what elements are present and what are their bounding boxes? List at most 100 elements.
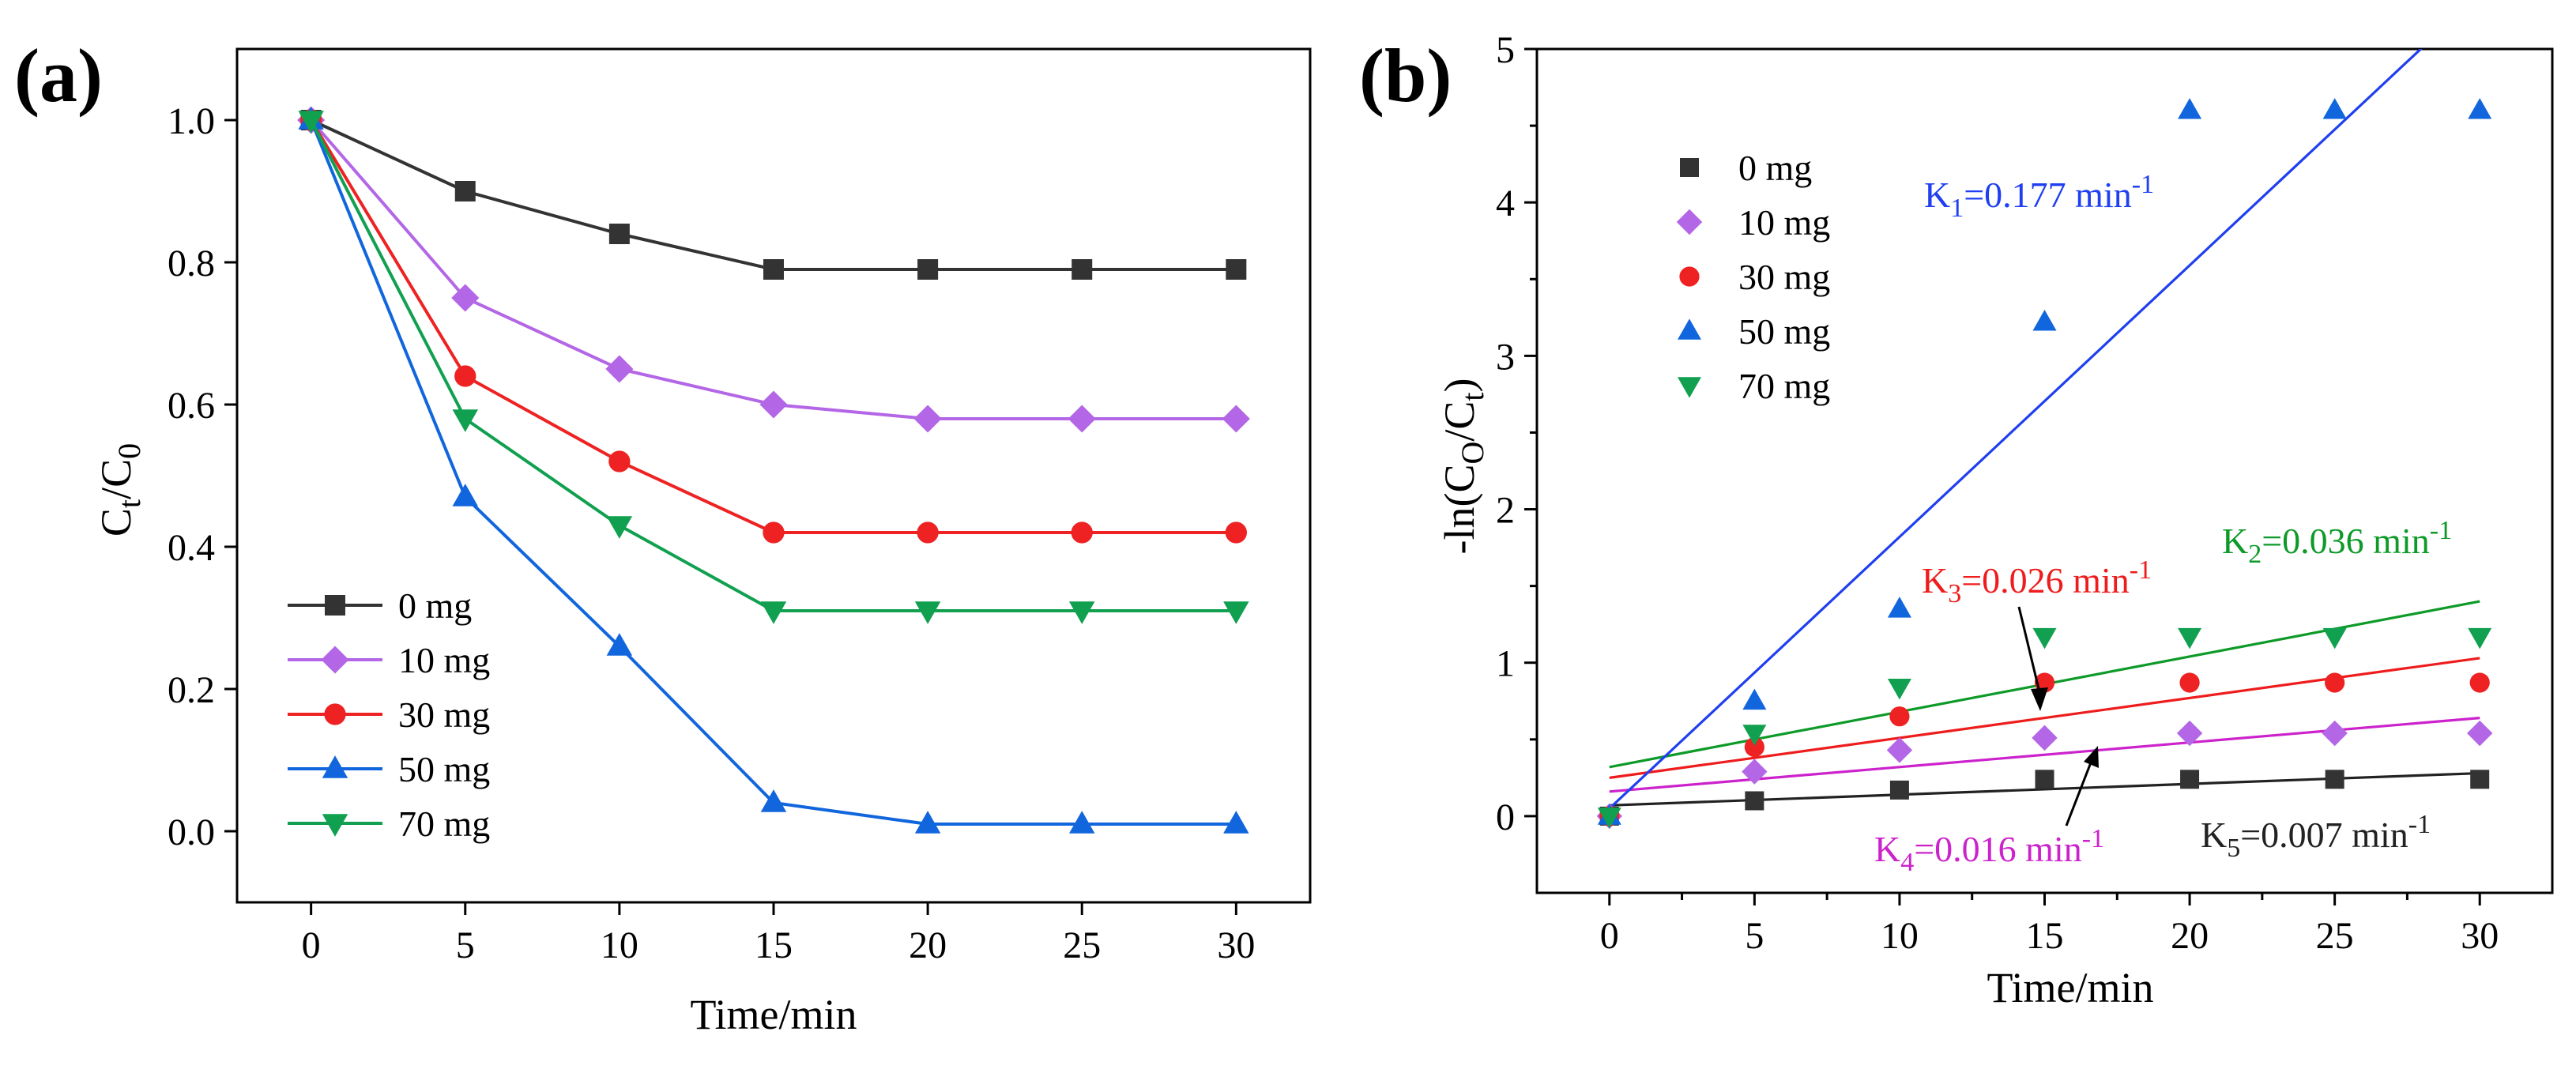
series-line-0-mg	[310, 119, 1237, 271]
legend-marker-70-mg	[322, 814, 348, 837]
series-line-30-mg	[309, 119, 1237, 534]
legend-marker-10-mg	[321, 646, 349, 674]
y-tick-label: 0	[1496, 796, 1515, 838]
data-point-50-mg	[760, 789, 787, 812]
data-point-70-mg	[1742, 725, 1767, 746]
data-point-30-mg	[2034, 672, 2055, 693]
x-tick-label: 20	[2171, 915, 2209, 957]
data-point-50-mg	[452, 484, 479, 506]
data-point-50-mg	[2468, 98, 2492, 119]
legend-marker-30-mg	[324, 703, 346, 725]
data-point-70-mg	[2178, 627, 2202, 649]
data-point-30-mg	[763, 521, 785, 544]
x-tick-label: 30	[2461, 915, 2499, 957]
x-tick-label: 20	[909, 924, 947, 966]
data-point-10-mg	[605, 355, 634, 383]
x-tick-label: 30	[1217, 924, 1255, 966]
data-point-10-mg	[2176, 720, 2203, 747]
legend-label-70-mg: 70 mg	[398, 804, 490, 844]
data-point-30-mg	[1071, 521, 1093, 544]
legend-marker-10-mg	[1676, 209, 1703, 235]
data-point-70-mg	[2468, 627, 2492, 649]
data-point-30-mg	[2179, 672, 2200, 693]
legend-label-30-mg: 30 mg	[1738, 257, 1830, 297]
x-tick-label: 10	[601, 924, 638, 966]
panel-b-y-title-close: )	[1436, 378, 1483, 392]
data-point-0-mg	[1071, 259, 1093, 280]
legend-label-10-mg: 10 mg	[1738, 202, 1830, 243]
data-point-30-mg	[2469, 672, 2490, 693]
k3-annotation: K3=0.026 min-1	[1922, 555, 2152, 608]
k2-annotation: K2=0.036 min-1	[2222, 516, 2452, 569]
legend-marker-30-mg	[1679, 266, 1700, 287]
data-point-0-mg	[2035, 770, 2054, 789]
panel-b-legend: 0 mg 10 mg 30 mg 50 mg 70 mg	[1676, 148, 1830, 406]
data-point-70-mg	[1887, 678, 1911, 700]
legend-label-0-mg: 0 mg	[398, 585, 472, 626]
data-point-30-mg	[454, 365, 476, 387]
panel-a-axes: 0 5 10 15 20 25 30 0.0 0.2 0.4 0.6 0.8 1.0	[168, 100, 1255, 966]
data-point-70-mg	[298, 111, 324, 134]
y-tick-label: 0.2	[168, 669, 215, 711]
data-point-10-mg	[2032, 725, 2058, 751]
y-tick-label: 0.0	[168, 811, 215, 853]
data-point-0-mg	[1889, 780, 1909, 800]
x-tick-label: 0	[302, 924, 321, 966]
panel-a-label: (a)	[14, 33, 103, 118]
legend-marker-50-mg	[1678, 318, 1701, 340]
data-point-50-mg	[1068, 811, 1095, 834]
k4-annotation: K4=0.016 min-1	[1874, 824, 2104, 877]
panel-a-x-axis-title: Time/min	[690, 991, 857, 1038]
x-tick-label: 0	[1600, 915, 1619, 957]
data-point-50-mg	[1223, 811, 1249, 834]
k4-arrow	[2065, 746, 2099, 826]
data-point-50-mg	[2322, 98, 2347, 119]
data-point-10-mg	[451, 284, 480, 312]
x-tick-label: 25	[1063, 924, 1101, 966]
x-tick-label: 15	[2026, 915, 2064, 957]
legend-marker-70-mg	[1678, 377, 1701, 398]
data-point-50-mg	[914, 811, 941, 834]
y-tick-label: 3	[1496, 336, 1515, 378]
y-tick-label: 5	[1496, 29, 1515, 71]
y-tick-label: 2	[1496, 490, 1515, 532]
data-point-30-mg	[1225, 521, 1247, 544]
panel-b-y-title-sub1: O	[1455, 442, 1490, 465]
legend-label-10-mg: 10 mg	[398, 640, 490, 680]
panel-a: (a) 0 5 10 15 20 25 30 0.0 0.2 0.4 0.6 0.8 1.0 Time/…	[14, 33, 1312, 1038]
data-point-0-mg	[1226, 259, 1247, 280]
y-tick-label: 0.4	[168, 527, 215, 569]
data-point-30-mg	[1889, 706, 1910, 727]
y-tick-label: 1.0	[168, 100, 215, 142]
data-point-50-mg	[1742, 688, 1767, 710]
y-tick-label: 4	[1496, 183, 1515, 224]
legend-marker-0-mg	[1680, 158, 1699, 177]
data-point-70-mg	[2032, 627, 2057, 649]
k5-annotation: K5=0.007 min-1	[2201, 810, 2431, 863]
data-point-0-mg	[2470, 770, 2490, 789]
legend-label-70-mg: 70 mg	[1738, 366, 1830, 406]
y-tick-label: 0.6	[168, 385, 215, 427]
panel-b-y-title-slash: /C	[1436, 401, 1483, 442]
data-point-30-mg	[917, 521, 939, 544]
legend-label-50-mg: 50 mg	[1738, 311, 1830, 352]
data-point-10-mg	[2467, 720, 2493, 747]
panel-b-label: (b)	[1359, 33, 1452, 118]
legend-label-30-mg: 30 mg	[398, 695, 490, 735]
k3-arrow	[2017, 606, 2048, 711]
panel-b-y-title-sub2: t	[1455, 392, 1490, 401]
data-point-0-mg	[608, 224, 630, 244]
data-point-10-mg	[759, 390, 788, 419]
data-point-70-mg	[1068, 601, 1095, 624]
data-point-0-mg	[1745, 791, 1764, 811]
data-point-10-mg	[1068, 405, 1096, 433]
panel-a-legend: 0 mg 10 mg 30 mg 50 mg 70 mg	[288, 585, 490, 844]
data-point-70-mg	[2322, 627, 2347, 649]
panel-b: (b) 0 5 10 15 20 25 30 0 1 2 3 4 5 Time/min -ln(CO/C…	[1359, 29, 2554, 1011]
panel-a-y-title-main: C	[92, 508, 140, 536]
y-tick-label: 0.8	[168, 243, 215, 284]
data-point-0-mg	[2325, 770, 2344, 789]
data-point-50-mg	[1887, 597, 1911, 618]
data-point-10-mg	[1742, 759, 1768, 785]
